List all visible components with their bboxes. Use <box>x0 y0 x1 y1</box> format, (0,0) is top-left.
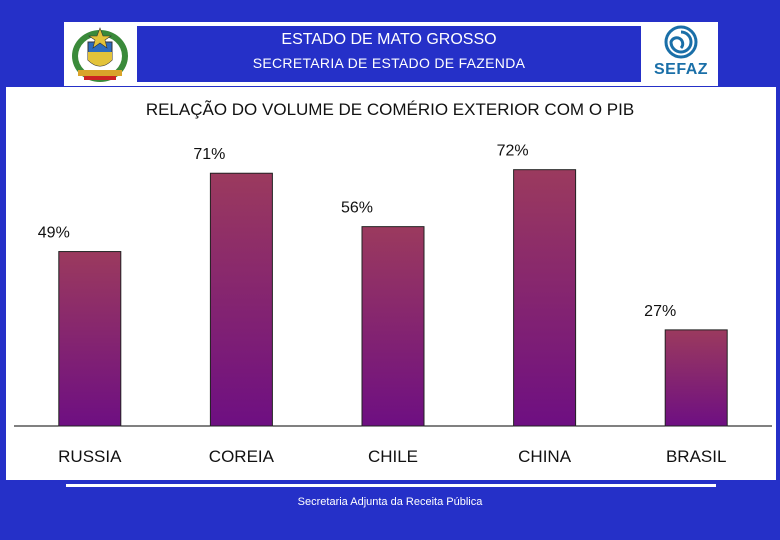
bar-chile <box>361 226 425 427</box>
category-label-china: CHINA <box>518 447 572 466</box>
category-label-coreia: COREIA <box>209 447 275 466</box>
sefaz-logo-text: SEFAZ <box>653 61 709 78</box>
state-crest-logo <box>64 22 136 86</box>
spiral-icon <box>664 25 698 59</box>
footer-text: Secretaria Adjunta da Receita Pública <box>297 496 483 508</box>
sefaz-logo: SEFAZ <box>644 22 718 86</box>
category-label-brasil: BRASIL <box>666 447 726 466</box>
bar-brasil <box>664 329 728 427</box>
value-label-russia: 49% <box>38 225 70 242</box>
footer-divider <box>66 484 716 487</box>
bar-russia <box>58 251 122 427</box>
category-label-russia: RUSSIA <box>58 447 122 466</box>
value-label-chile: 56% <box>341 200 373 217</box>
bar-coreia <box>209 172 273 427</box>
value-label-china: 72% <box>497 143 529 160</box>
value-label-brasil: 27% <box>644 303 676 320</box>
value-label-coreia: 71% <box>193 146 225 163</box>
header-title: ESTADO DE MATO GROSSO <box>281 31 497 48</box>
header-title-box <box>136 25 642 83</box>
bar-china <box>513 169 577 427</box>
category-label-chile: CHILE <box>368 447 418 466</box>
chart-title: RELAÇÃO DO VOLUME DE COMÉRIO EXTERIOR CO… <box>145 100 635 119</box>
header-subtitle: SECRETARIA DE ESTADO DE FAZENDA <box>252 55 526 71</box>
